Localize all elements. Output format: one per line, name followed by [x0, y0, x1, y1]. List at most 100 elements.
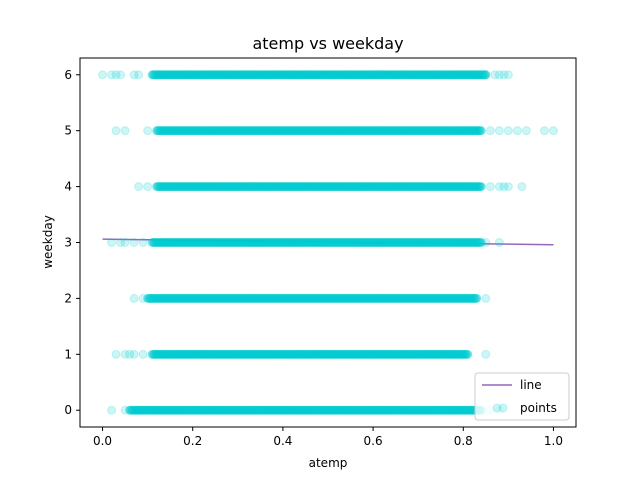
data-point [269, 405, 279, 415]
data-point [238, 405, 248, 415]
data-point [215, 405, 225, 415]
data-point [380, 405, 390, 415]
data-point [315, 405, 325, 415]
data-point [338, 405, 348, 415]
data-point [263, 405, 273, 415]
data-point [139, 405, 149, 415]
data-point [352, 405, 362, 415]
data-point [307, 405, 317, 415]
data-point [338, 405, 348, 415]
data-point [364, 405, 374, 415]
data-point [373, 405, 383, 415]
data-point [245, 405, 255, 415]
data-point [213, 405, 223, 415]
y-tick-label: 4 [64, 180, 72, 194]
data-point [204, 405, 214, 415]
data-point [503, 70, 513, 80]
data-point [335, 405, 345, 415]
data-point [154, 405, 164, 415]
data-point [364, 405, 374, 415]
data-point [125, 405, 135, 415]
data-point [136, 405, 146, 415]
data-point [385, 405, 395, 415]
data-point [324, 405, 334, 415]
data-point [266, 405, 276, 415]
data-point [107, 405, 117, 415]
data-point [303, 405, 313, 415]
data-point [485, 182, 495, 192]
data-point [162, 405, 172, 415]
data-point [328, 405, 338, 415]
data-point [383, 405, 393, 415]
data-point [357, 405, 367, 415]
legend-points-label: points [520, 401, 557, 415]
data-point [360, 405, 370, 415]
data-point [392, 405, 402, 415]
data-point [238, 405, 248, 415]
data-point [228, 405, 238, 415]
x-axis: 0.0 0.2 0.4 0.6 0.8 1.0 [93, 427, 563, 448]
data-point [368, 405, 378, 415]
data-point [314, 405, 324, 415]
data-point [396, 405, 406, 415]
data-point [369, 405, 379, 415]
data-point [271, 405, 281, 415]
data-point [209, 405, 219, 415]
data-point [258, 405, 268, 415]
data-point [187, 405, 197, 415]
data-point [174, 405, 184, 415]
data-point [351, 405, 361, 415]
data-point [346, 405, 356, 415]
data-point [355, 405, 365, 415]
data-point [246, 405, 256, 415]
data-point [194, 405, 204, 415]
data-point [222, 405, 232, 415]
data-point [224, 405, 234, 415]
data-point [366, 405, 376, 415]
data-point [355, 405, 365, 415]
data-point [242, 405, 252, 415]
data-point [241, 405, 251, 415]
data-point [272, 405, 282, 415]
data-point [386, 405, 396, 415]
data-point [148, 405, 158, 415]
data-point [328, 405, 338, 415]
data-point [367, 405, 377, 415]
data-point [394, 405, 404, 415]
data-point [136, 405, 146, 415]
data-point [322, 405, 332, 415]
data-point [256, 405, 266, 415]
data-point [164, 405, 174, 415]
data-point [220, 405, 230, 415]
data-point [290, 405, 300, 415]
data-point [286, 405, 296, 415]
data-point [217, 405, 227, 415]
data-point [211, 405, 221, 415]
data-point [152, 405, 162, 415]
x-tick-label: 0.2 [183, 434, 202, 448]
data-point [146, 405, 156, 415]
data-point [311, 405, 321, 415]
data-point [218, 405, 228, 415]
data-point [374, 405, 384, 415]
data-point [323, 405, 333, 415]
data-point [237, 405, 247, 415]
data-point [220, 405, 230, 415]
data-point [226, 405, 236, 415]
data-point [176, 405, 186, 415]
data-point [219, 405, 229, 415]
data-point [341, 405, 351, 415]
data-point [390, 405, 400, 415]
data-point [134, 70, 144, 80]
data-point [249, 405, 259, 415]
data-point [156, 405, 166, 415]
data-point [275, 405, 285, 415]
data-point [300, 405, 310, 415]
data-point [332, 405, 342, 415]
series-line [102, 238, 554, 246]
data-point [137, 405, 147, 415]
data-point [494, 126, 504, 136]
data-point [128, 405, 138, 415]
data-point [229, 405, 239, 415]
y-axis-label: weekday [41, 215, 55, 269]
